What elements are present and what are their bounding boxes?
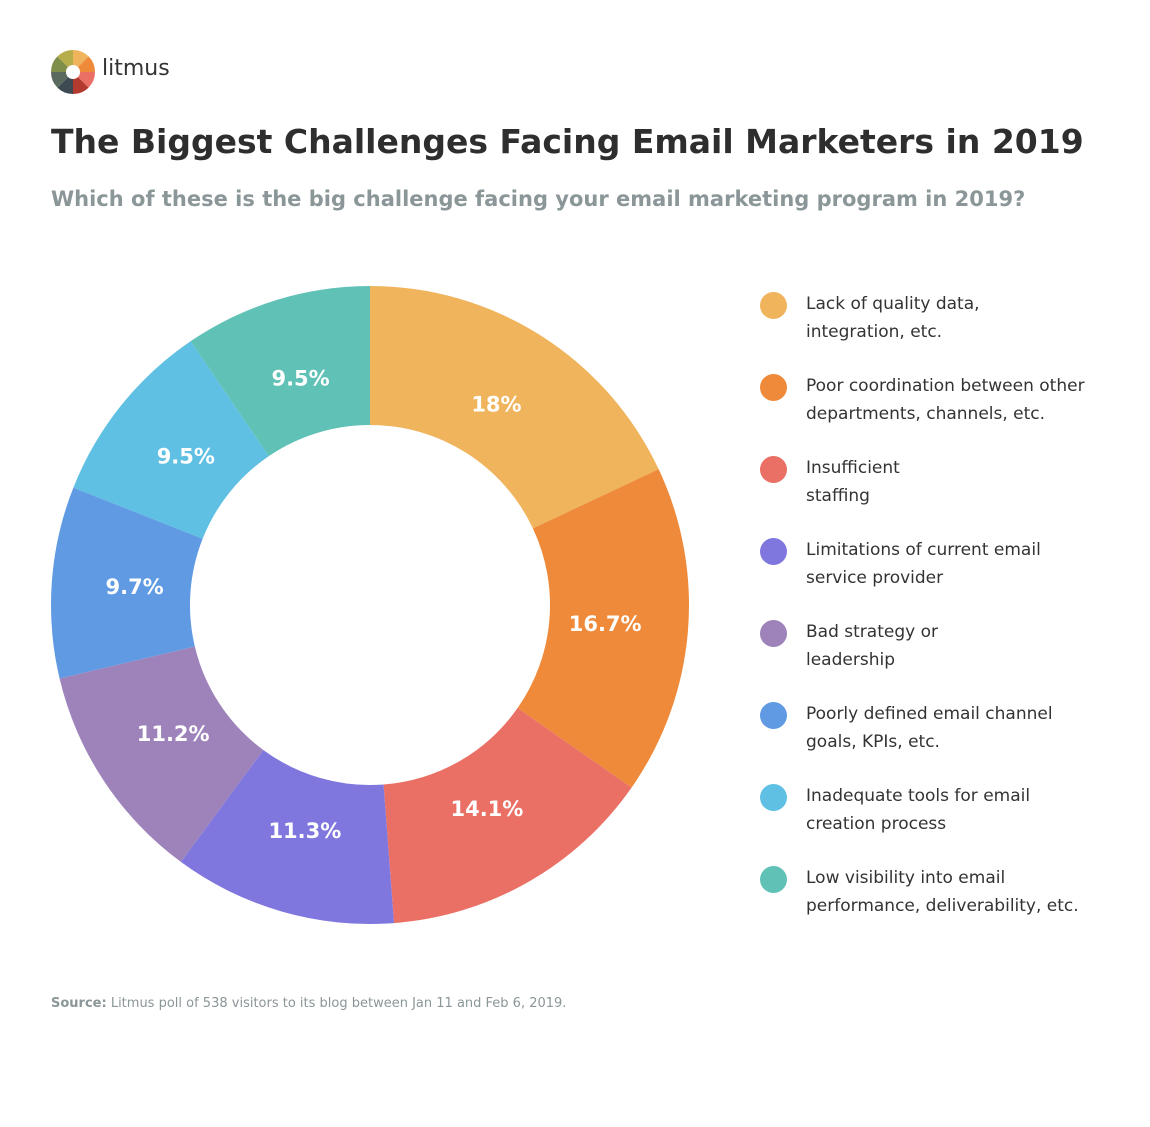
donut-slice — [517, 469, 689, 788]
source: Source: Litmus poll of 538 visitors to i… — [51, 996, 566, 1011]
value-label: 14.1% — [450, 797, 523, 821]
donut-slice — [180, 749, 395, 924]
legend-swatch — [760, 456, 787, 483]
value-label: 18% — [471, 393, 521, 417]
legend-label: Poorly defined email channel goals, KPIs… — [806, 704, 1053, 752]
legend-swatch — [760, 538, 787, 565]
legend-swatch — [760, 784, 787, 811]
legend-swatch — [760, 292, 787, 319]
legend-item: Poor coordination between other departme… — [760, 372, 1140, 432]
legend-label: Lack of quality data, integration, etc. — [806, 294, 980, 342]
legend-item: Lack of quality data, integration, etc. — [760, 290, 1140, 350]
value-label: 11.3% — [268, 819, 341, 843]
chart-title: The Biggest Challenges Facing Email Mark… — [51, 122, 1084, 161]
legend-swatch — [760, 866, 787, 893]
legend-item: Inadequate tools for email creation proc… — [760, 782, 1140, 842]
legend-item: Low visibility into email performance, d… — [760, 864, 1140, 924]
logo-text: litmus — [102, 56, 170, 81]
legend-label: Limitations of current email service pro… — [806, 540, 1041, 588]
legend-item: Bad strategy or leadership — [760, 618, 1140, 678]
donut-slice — [73, 341, 269, 539]
legend-item: Insufficient staffing — [760, 454, 1140, 514]
donut-slice — [190, 286, 370, 457]
donut-slice — [59, 646, 264, 862]
legend-swatch — [760, 702, 787, 729]
value-label: 9.5% — [271, 366, 329, 390]
source-text: Litmus poll of 538 visitors to its blog … — [110, 996, 567, 1011]
donut-slice — [51, 487, 203, 679]
donut-slice — [383, 708, 632, 924]
legend-swatch — [760, 374, 787, 401]
source-label: Source: — [51, 996, 107, 1011]
donut-chart: 18% 16.7% 14.1% 11.3% 11.2% 9.7% 9.5% 9.5% — [51, 286, 689, 924]
legend-label: Bad strategy or leadership — [806, 622, 938, 670]
legend-label: Inadequate tools for email creation proc… — [806, 786, 1031, 834]
chart-subtitle: Which of these is the big challenge faci… — [51, 187, 1026, 211]
legend-label: Insufficient staffing — [806, 458, 900, 506]
donut-slice — [370, 286, 659, 529]
legend-item: Poorly defined email channel goals, KPIs… — [760, 700, 1140, 760]
value-label: 16.7% — [569, 612, 642, 636]
value-label: 9.5% — [157, 444, 215, 468]
legend-label: Low visibility into email performance, d… — [806, 868, 1079, 916]
legend-swatch — [760, 620, 787, 647]
value-label: 11.2% — [137, 722, 210, 746]
legend-item: Limitations of current email service pro… — [760, 536, 1140, 596]
value-label: 9.7% — [105, 575, 163, 599]
logo-icon — [50, 49, 96, 95]
legend-label: Poor coordination between other departme… — [806, 376, 1085, 424]
